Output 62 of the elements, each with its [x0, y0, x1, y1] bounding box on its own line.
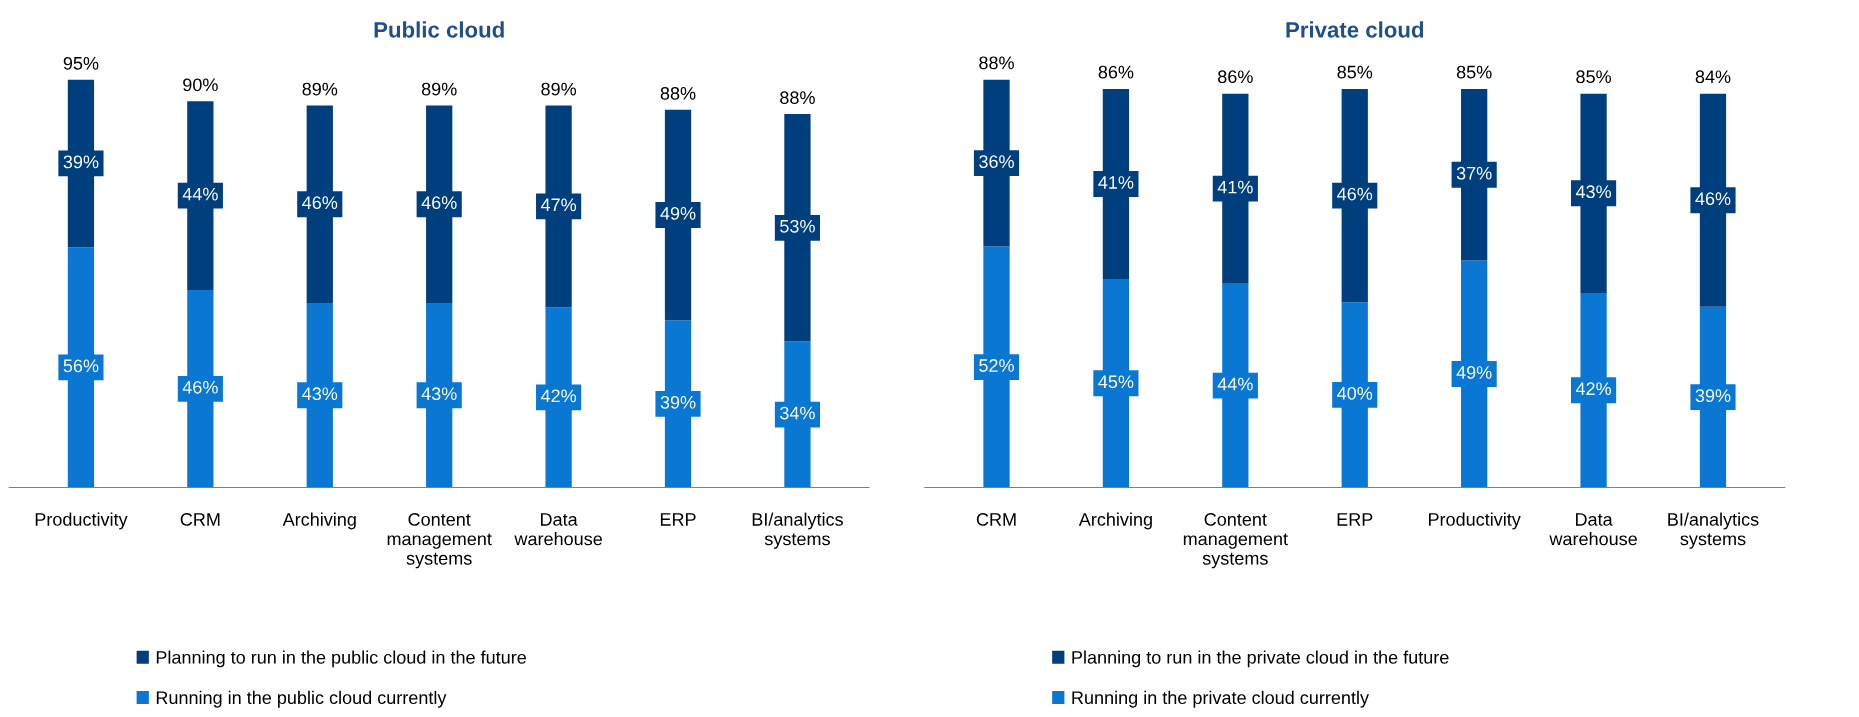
- x-tick-label: Productivity: [35, 512, 128, 530]
- data-label: 47%: [540, 198, 577, 212]
- total-label: 89%: [421, 82, 457, 96]
- data-label: 44%: [1217, 377, 1253, 391]
- data-label: 43%: [1575, 185, 1611, 199]
- data-label: 34%: [780, 406, 815, 420]
- total-label: 88%: [979, 56, 1014, 70]
- total-label: 86%: [1218, 70, 1253, 84]
- data-label: 39%: [63, 155, 99, 169]
- total-label: 88%: [780, 91, 815, 105]
- data-label: 49%: [660, 207, 696, 220]
- total-label: 90%: [183, 78, 218, 92]
- data-label: 43%: [421, 387, 457, 401]
- x-tick-label: Data warehouse: [1549, 513, 1637, 546]
- data-label: 53%: [780, 219, 815, 233]
- data-label: 40%: [1337, 386, 1373, 400]
- x-tick-label: BI/analytics systems: [752, 512, 843, 549]
- x-tick-label: Archiving: [282, 512, 356, 530]
- x-tick-label: Data warehouse: [514, 513, 602, 546]
- total-label: 85%: [1456, 65, 1492, 79]
- chart-title: Private cloud: [1286, 21, 1424, 38]
- x-tick-label: ERP: [1337, 513, 1373, 526]
- data-label: 42%: [1575, 382, 1611, 396]
- legend-label: Running in the private cloud currently: [1072, 690, 1369, 708]
- x-tick-label: CRM: [180, 513, 220, 526]
- data-label: 37%: [1456, 166, 1492, 180]
- data-label: 46%: [182, 380, 218, 394]
- data-label: 39%: [660, 395, 696, 409]
- total-label: 95%: [63, 56, 99, 70]
- data-label: 46%: [1337, 187, 1373, 201]
- total-label: 85%: [1576, 70, 1611, 84]
- total-label: 89%: [302, 82, 338, 96]
- x-tick-label: ERP: [660, 513, 696, 526]
- data-label: 42%: [540, 389, 577, 403]
- data-label: 41%: [1098, 176, 1134, 189]
- data-label: 43%: [302, 387, 338, 401]
- chart-title: Public cloud: [374, 21, 504, 38]
- data-label: 46%: [302, 196, 338, 210]
- legend-label: Planning to run in the private cloud in the future: [1072, 650, 1449, 668]
- total-label: 84%: [1695, 70, 1731, 84]
- data-label: 45%: [1098, 375, 1134, 389]
- data-label: 49%: [1456, 366, 1492, 379]
- x-tick-label: Content management systems: [1183, 513, 1288, 569]
- data-label: 56%: [63, 359, 99, 373]
- total-label: 85%: [1337, 65, 1373, 79]
- legend-label: Planning to run in the public cloud in the future: [156, 650, 526, 668]
- x-tick-label: Content management systems: [387, 513, 492, 569]
- x-tick-label: Productivity: [1428, 512, 1521, 530]
- data-label: 46%: [1695, 192, 1731, 206]
- x-tick-label: BI/analytics systems: [1668, 512, 1759, 549]
- total-label: 88%: [660, 86, 696, 100]
- x-tick-label: CRM: [976, 513, 1016, 526]
- legend-label: Running in the public cloud currently: [156, 690, 447, 708]
- data-label: 46%: [421, 196, 457, 210]
- data-label: 44%: [182, 187, 218, 201]
- data-label: 52%: [979, 359, 1014, 372]
- total-label: 86%: [1098, 65, 1134, 79]
- data-label: 41%: [1217, 180, 1253, 194]
- x-tick-label: Archiving: [1078, 512, 1152, 530]
- data-label: 36%: [979, 155, 1014, 168]
- data-label: 39%: [1695, 389, 1731, 403]
- total-label: 89%: [541, 82, 577, 96]
